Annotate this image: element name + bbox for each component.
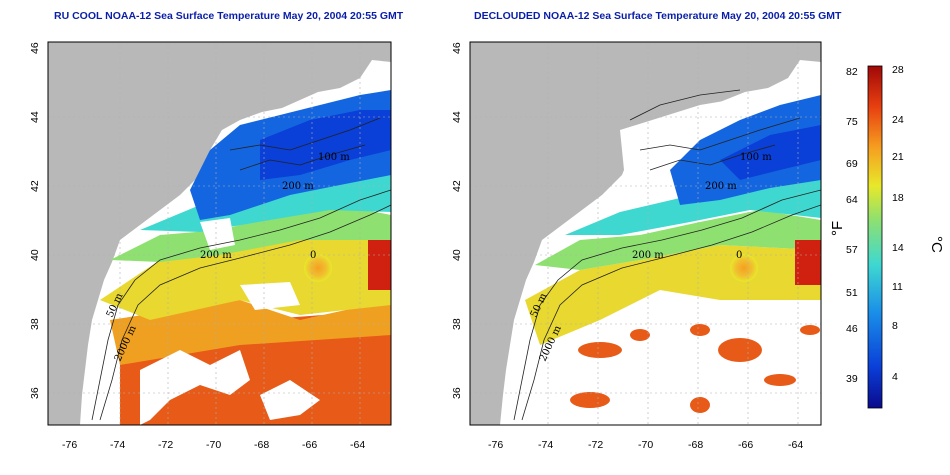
celsius-tick-label: 4 — [892, 371, 898, 383]
left-panel-title: RU COOL NOAA-12 Sea Surface Temperature … — [54, 10, 404, 22]
left-plot-frame — [47, 41, 392, 426]
contour-label-200m: 200 m — [632, 250, 664, 261]
y-tick-label: 46 — [29, 42, 41, 54]
contour-label-100m: 100 m — [318, 152, 350, 163]
x-tick-label: -72 — [158, 439, 173, 451]
x-tick-label: -76 — [62, 439, 77, 451]
left-contours — [91, 117, 391, 421]
x-tick-label: -70 — [638, 439, 653, 451]
contour-label-200m-north: 200 m — [282, 181, 314, 192]
x-tick-label: -68 — [688, 439, 703, 451]
contour-label-200m: 200 m — [200, 250, 232, 261]
y-tick-label: 42 — [29, 180, 41, 192]
y-tick-label: 42 — [451, 180, 463, 192]
contour-label-100m: 100 m — [740, 152, 772, 163]
contour-label-zero: 0 — [310, 250, 316, 261]
fahrenheit-tick-label: 57 — [846, 244, 858, 256]
fahrenheit-tick-label: 69 — [846, 158, 858, 170]
y-tick-label: 44 — [29, 111, 41, 123]
fahrenheit-tick-label: 64 — [846, 194, 858, 206]
fahrenheit-tick-label: 39 — [846, 373, 858, 385]
cloud-patches — [140, 350, 250, 425]
y-tick-label: 36 — [451, 387, 463, 399]
fahrenheit-unit-label: °F — [829, 221, 846, 236]
left-map-panel: 200 m 2000 m 50 m 100 m 200 m 0 -76 -74 … — [29, 41, 392, 451]
x-tick-label: -74 — [110, 439, 125, 451]
x-tick-label: -68 — [254, 439, 269, 451]
fahrenheit-tick-label: 51 — [846, 287, 858, 299]
left-x-axis: -76 -74 -72 -70 -68 -66 -64 — [62, 439, 365, 451]
celsius-tick-label: 14 — [892, 242, 904, 254]
left-grid — [48, 42, 391, 425]
y-tick-label: 38 — [451, 318, 463, 330]
left-y-axis: 36 38 40 42 44 46 — [29, 42, 41, 399]
x-tick-label: -76 — [488, 439, 503, 451]
y-tick-label: 38 — [29, 318, 41, 330]
right-x-axis: -76 -74 -72 -70 -68 -66 -64 — [488, 439, 803, 451]
celsius-tick-label: 18 — [892, 192, 904, 204]
land-mass — [470, 42, 821, 425]
x-tick-label: -66 — [738, 439, 753, 451]
left-map-content — [48, 42, 391, 425]
y-tick-label: 40 — [451, 249, 463, 261]
celsius-unit-label: °C — [928, 236, 945, 253]
celsius-tick-label: 11 — [892, 281, 903, 293]
temperature-colorbar: 82 75 69 64 57 51 46 39 28 24 21 18 14 1… — [829, 64, 945, 409]
y-tick-label: 46 — [451, 42, 463, 54]
right-y-axis: 36 38 40 42 44 46 — [451, 42, 463, 399]
right-map-panel: 200 m 2000 m 50 m 100 m 200 m 0 -76 -74 … — [451, 41, 822, 451]
x-tick-label: -64 — [788, 439, 803, 451]
fahrenheit-tick-label: 75 — [846, 116, 858, 128]
celsius-tick-label: 21 — [892, 151, 904, 163]
celsius-ticks: 28 24 21 18 14 11 8 4 — [892, 64, 904, 383]
right-plot-frame — [469, 41, 822, 426]
celsius-tick-label: 8 — [892, 320, 898, 332]
fahrenheit-tick-label: 82 — [846, 66, 858, 78]
x-tick-label: -66 — [302, 439, 317, 451]
y-tick-label: 44 — [451, 111, 463, 123]
warm-water-patches — [570, 324, 820, 413]
celsius-tick-label: 28 — [892, 64, 904, 76]
right-panel-title: DECLOUDED NOAA-12 Sea Surface Temperatur… — [474, 10, 842, 22]
x-tick-label: -72 — [588, 439, 603, 451]
land-mass — [48, 42, 391, 425]
x-tick-label: -74 — [538, 439, 553, 451]
contour-label-200m-north: 200 m — [705, 181, 737, 192]
contour-label-zero: 0 — [736, 250, 742, 261]
right-contours — [513, 89, 821, 421]
x-tick-label: -70 — [206, 439, 221, 451]
celsius-tick-label: 24 — [892, 114, 904, 126]
y-tick-label: 36 — [29, 387, 41, 399]
x-tick-label: -64 — [350, 439, 365, 451]
fahrenheit-tick-label: 46 — [846, 323, 858, 335]
right-map-content — [470, 42, 821, 425]
colorbar-gradient — [867, 65, 883, 409]
y-tick-label: 40 — [29, 249, 41, 261]
fahrenheit-ticks: 82 75 69 64 57 51 46 39 — [846, 66, 858, 385]
